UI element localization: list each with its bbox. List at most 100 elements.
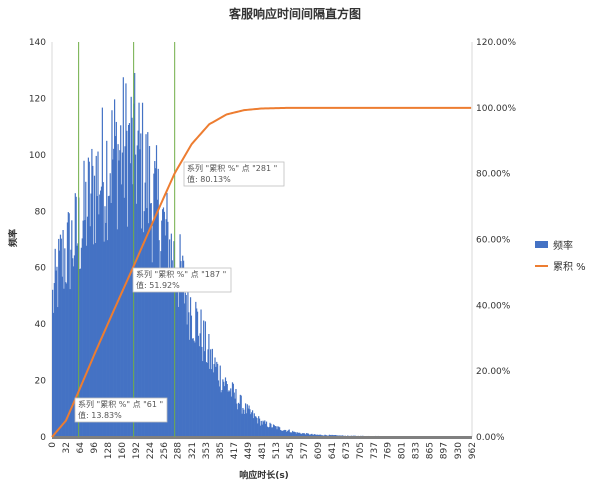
histogram-bar xyxy=(139,149,141,437)
histogram-bar xyxy=(96,196,98,437)
histogram-bar xyxy=(134,154,137,437)
histogram-bar xyxy=(127,226,129,437)
histogram-bar xyxy=(236,403,238,437)
x-tick-label: 192 xyxy=(132,442,142,459)
histogram-bar xyxy=(286,431,288,437)
histogram-bar xyxy=(301,433,303,437)
histogram-bar xyxy=(196,311,199,437)
x-tick-label: 449 xyxy=(244,442,254,459)
histogram-bar xyxy=(223,381,225,437)
histogram-bar xyxy=(98,214,100,437)
histogram-bar xyxy=(157,168,159,437)
histogram-bar xyxy=(295,433,297,437)
histogram-bar xyxy=(159,279,161,437)
histogram-bar xyxy=(252,418,255,437)
frequency-bars xyxy=(52,72,472,439)
histogram-bar xyxy=(60,238,62,437)
histogram-bar xyxy=(64,248,66,437)
histogram-bar xyxy=(108,195,110,437)
annotation-box xyxy=(74,397,168,423)
histogram-bar xyxy=(274,426,276,437)
histogram-bar xyxy=(158,240,160,437)
histogram-bar xyxy=(185,294,187,437)
histogram-bar xyxy=(121,152,124,438)
histogram-bar xyxy=(63,288,65,437)
histogram-bar xyxy=(222,379,224,437)
histogram-bar xyxy=(233,392,235,437)
histogram-bar xyxy=(214,357,216,437)
histogram-bar xyxy=(97,151,99,438)
histogram-bar xyxy=(100,186,103,437)
histogram-bar xyxy=(169,279,172,437)
histogram-bar xyxy=(114,136,117,438)
cumulative-curve xyxy=(51,106,472,438)
legend: 频率 累积 % xyxy=(535,239,586,273)
histogram-bar xyxy=(328,434,330,437)
histogram-bar xyxy=(197,335,200,437)
histogram-bar xyxy=(311,433,313,437)
histogram-bar xyxy=(92,165,94,437)
histogram-bar xyxy=(68,213,70,437)
histogram-bar xyxy=(231,396,233,437)
histogram-bar xyxy=(244,403,247,437)
histogram-bar xyxy=(244,413,246,437)
histogram-bar xyxy=(266,426,268,437)
histogram-bar xyxy=(93,175,96,437)
x-tick-label: 128 xyxy=(104,442,114,459)
histogram-bar xyxy=(100,190,102,437)
histogram-bar xyxy=(217,363,219,437)
histogram-bar xyxy=(225,381,227,437)
histogram-bar xyxy=(123,197,125,437)
histogram-bar xyxy=(219,365,221,437)
histogram-bar xyxy=(302,433,304,437)
histogram-bar xyxy=(221,390,223,437)
histogram-bar xyxy=(320,434,322,437)
histogram-bar xyxy=(52,289,54,437)
histogram-bar xyxy=(172,275,174,437)
histogram-bar xyxy=(152,222,154,437)
histogram-bar xyxy=(189,339,191,437)
histogram-bar xyxy=(90,193,92,437)
histogram-bar xyxy=(205,362,207,437)
histogram-bar xyxy=(310,434,312,437)
histogram-bar xyxy=(210,369,213,437)
histogram-bar xyxy=(232,383,234,437)
histogram-bar xyxy=(102,182,104,437)
histogram-bar xyxy=(115,121,117,437)
x-tick-label: 288 xyxy=(174,442,184,459)
histogram-bar xyxy=(86,245,88,437)
histogram-bar xyxy=(279,430,282,437)
histogram-bar xyxy=(144,182,146,437)
histogram-bar xyxy=(269,422,271,437)
histogram-bar xyxy=(318,434,320,437)
x-axis-bar xyxy=(52,436,472,439)
histogram-bar xyxy=(305,434,307,437)
histogram-bar xyxy=(211,348,213,437)
histogram-bar xyxy=(272,427,274,437)
histogram-bar xyxy=(282,430,284,437)
histogram-bar xyxy=(331,434,333,437)
histogram-bar xyxy=(289,432,291,437)
histogram-bar xyxy=(189,297,192,437)
histogram-bar xyxy=(248,405,250,437)
legend-label-bar: 频率 xyxy=(553,239,573,252)
histogram-bar xyxy=(58,238,60,437)
histogram-bar xyxy=(65,282,67,437)
histogram-bar xyxy=(184,292,186,437)
histogram-bar xyxy=(113,148,115,437)
histogram-bar xyxy=(132,184,134,437)
histogram-bar xyxy=(314,434,317,437)
histogram-bar xyxy=(74,193,76,437)
histogram-bar xyxy=(256,418,258,437)
histogram-bar xyxy=(309,434,311,437)
histogram-bar xyxy=(122,77,124,437)
x-tick-label: 865 xyxy=(426,442,436,459)
histogram-bar xyxy=(258,416,260,437)
histogram-bar xyxy=(297,433,299,437)
histogram-bar xyxy=(169,239,171,437)
x-tick-label: 897 xyxy=(440,442,450,459)
y-left-tick-label: 140 xyxy=(29,38,46,48)
y-right-tick-label: 40.00% xyxy=(476,301,511,311)
histogram-bar xyxy=(77,243,79,437)
legend-label-line: 累积 % xyxy=(553,261,586,273)
